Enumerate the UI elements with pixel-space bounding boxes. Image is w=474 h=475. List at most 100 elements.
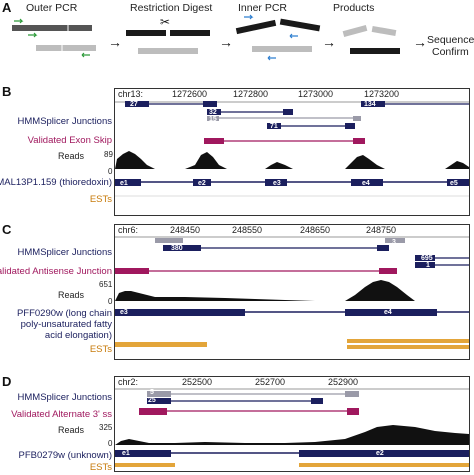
arrow-3: → <box>322 34 336 50</box>
junction-15 <box>207 116 219 121</box>
exon-e5 <box>447 179 469 186</box>
panel-c-gene-label-3: acid elongation) <box>44 330 112 341</box>
outer-pcr-strand-bottom <box>36 45 96 51</box>
product-gray-left <box>342 24 368 38</box>
step-products: Products <box>333 2 375 14</box>
panel-b-gene-label: MAL13P1.159 (thioredoxin) <box>0 177 112 188</box>
panel-a-diagram <box>12 14 400 61</box>
panel-b-frame <box>114 88 470 216</box>
est-left <box>115 463 175 467</box>
junction-3 <box>385 238 405 243</box>
panel-b-hmm-label: HMMSplicer Junctions <box>17 116 113 127</box>
panel-c-tick: 248750 <box>366 225 397 235</box>
junction-71 <box>267 123 281 129</box>
validated-antisense-right <box>379 268 397 274</box>
panel-d-tick: 252500 <box>182 377 213 387</box>
step-inner-pcr: Inner PCR <box>238 2 288 14</box>
validated-alt3-right <box>347 408 359 415</box>
est-right-1 <box>347 339 469 343</box>
inner-frag-left <box>235 19 277 35</box>
panel-d-frame <box>114 376 470 472</box>
panel-c-tick: 248550 <box>232 225 263 235</box>
exon-e2 <box>193 179 211 186</box>
panel-b-ests-label: ESTs <box>89 194 112 205</box>
step-outer-pcr: Outer PCR <box>26 2 78 14</box>
panel-c-ests-label: ESTs <box>89 344 112 355</box>
junction-695 <box>415 255 435 261</box>
scissors-icon: ✂ <box>160 15 171 29</box>
validated-alt3-left <box>139 408 167 415</box>
primer-fwd-2-icon <box>28 32 38 38</box>
panel-c-reads-coverage <box>115 280 469 301</box>
validated-exon-skip-left <box>204 138 224 144</box>
arrow-1: → <box>108 34 122 50</box>
panel-d-tick: 252700 <box>255 377 286 387</box>
junction-32 <box>207 109 221 115</box>
panel-b-reads-max: 89 <box>104 150 113 159</box>
product-gray-right <box>371 25 397 37</box>
step-confirm: Confirm <box>432 46 469 58</box>
panel-c-frame <box>114 224 470 360</box>
junction-label: 134 <box>364 101 376 108</box>
exon-e3 <box>265 179 287 186</box>
panel-b-tick: 1273000 <box>298 89 334 99</box>
digest-frag-right <box>170 30 210 36</box>
junction-1 <box>415 262 435 268</box>
panel-c-hmm-label: HMMSplicer Junctions <box>17 247 113 258</box>
panel-d-tick: 252900 <box>328 377 359 387</box>
outer-pcr-strand-top <box>12 25 92 31</box>
panel-d-reads-coverage <box>115 425 469 445</box>
inner-frag-right <box>279 18 321 32</box>
exon-label: e3 <box>273 180 281 187</box>
validated-exon-skip-right <box>353 138 365 144</box>
inner-primer-rev2-icon <box>267 55 276 61</box>
panel-b-validated-label: Validated Exon Skip <box>27 135 112 146</box>
exon-label: e3 <box>120 309 128 316</box>
exon-label: e2 <box>198 180 206 187</box>
panel-c-tick: 248450 <box>170 225 201 235</box>
panel-c-letter: C <box>2 222 12 237</box>
junction-label: 32 <box>209 109 217 116</box>
digest-frag-bottom <box>138 48 198 54</box>
step-restriction-digest: Restriction Digest <box>130 2 213 14</box>
junction-label: 15 <box>209 116 217 123</box>
panel-d-reads-max: 325 <box>99 423 113 432</box>
exon-e4 <box>351 179 383 186</box>
exon-label: e2 <box>376 450 384 457</box>
exon-e2 <box>299 450 469 457</box>
junction-label: 695 <box>421 255 433 262</box>
primer-fwd-icon <box>14 18 24 24</box>
panel-c-reads-label: Reads <box>57 290 84 300</box>
junction-label: 1 <box>426 262 430 269</box>
panel-b-tick: 1272800 <box>233 89 269 99</box>
panel-d-ests-label: ESTs <box>89 462 112 473</box>
panel-c-validated-label: Validated Antisense Junction <box>0 266 112 277</box>
inner-primer-rev-icon <box>289 33 298 39</box>
inner-primer-fwd-icon <box>244 14 254 20</box>
panel-c-gene-label-1: PFF0290w (long chain <box>16 308 112 319</box>
panel-b-tracks <box>115 101 469 197</box>
junction-134 <box>361 101 385 107</box>
exon-e4 <box>345 309 437 316</box>
panel-d-chr: chr2: <box>118 377 139 387</box>
est-left <box>115 342 207 347</box>
panel-b-letter: B <box>2 84 12 99</box>
panel-d-hmm-label: HMMSplicer Junctions <box>17 392 113 403</box>
panel-c-chr: chr6: <box>118 225 139 235</box>
panel-c-reads-max: 651 <box>99 280 113 289</box>
junction-label: 25 <box>148 397 156 404</box>
junction-label: 380 <box>171 245 183 252</box>
panel-c-tracks <box>115 236 469 349</box>
junction-label: 5 <box>150 389 154 396</box>
step-sequence: Sequence <box>427 34 474 46</box>
junction-25 <box>147 398 171 404</box>
junction-gray-top <box>155 238 183 243</box>
panel-b-tick: 1273200 <box>364 89 400 99</box>
product-black <box>350 48 400 54</box>
arrow-4: → <box>413 34 427 50</box>
panel-d-gene-label: PFB0279w (unknown) <box>18 450 112 461</box>
validated-antisense-left <box>115 268 149 274</box>
panel-d-tracks <box>115 388 469 467</box>
junction-380 <box>163 245 201 251</box>
panel-d-reads-label: Reads <box>57 425 84 435</box>
